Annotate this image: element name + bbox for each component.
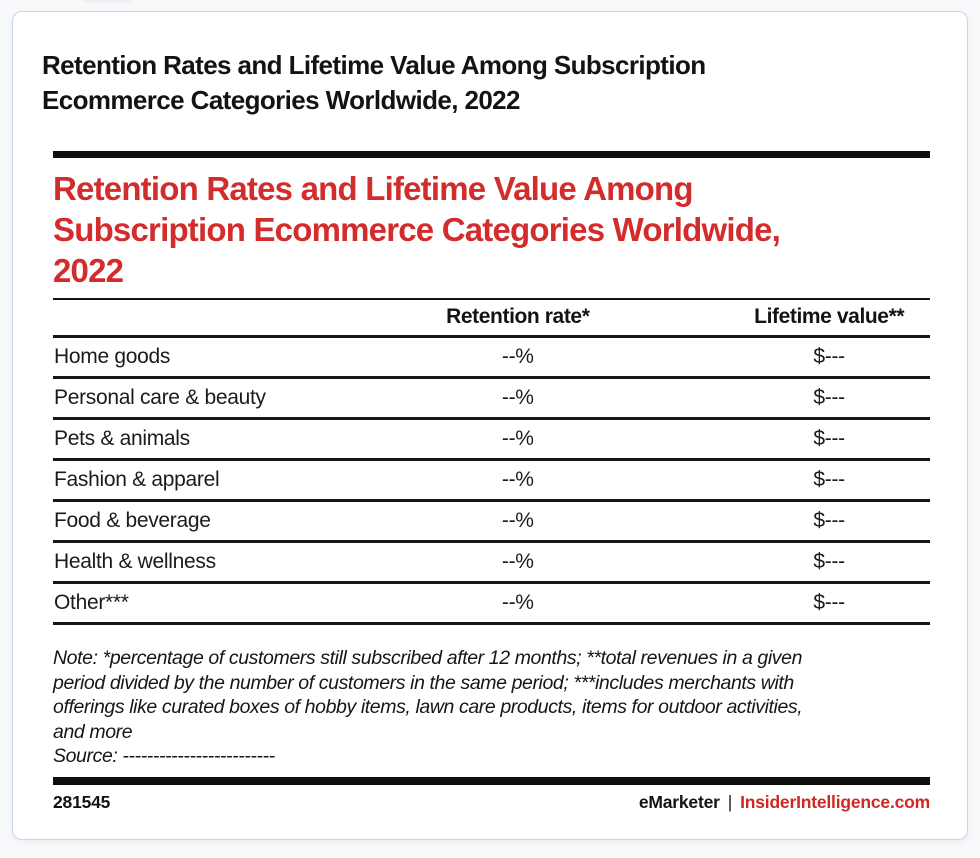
insider-intelligence-link[interactable]: InsiderIntelligence.com [740,792,930,812]
data-table: Retention rate* Lifetime value** Home go… [53,298,930,625]
category-cell: Home goods [53,336,308,379]
table-row: Other*** --% $--- [53,582,930,625]
retention-cell: --% [307,500,729,543]
lifetime-cell: $--- [728,377,930,420]
page-title-line-2: Ecommerce Categories Worldwide, 2022 [42,85,521,115]
lifetime-cell: $--- [728,459,930,502]
category-cell: Fashion & apparel [53,459,308,502]
table-row: Personal care & beauty --% $--- [53,377,930,420]
chart-title-line-3: 2022 [53,252,124,289]
footnote: Note: *percentage of customers still sub… [53,646,933,769]
chart-id: 281545 [53,792,111,812]
chart-card: Retention Rates and Lifetime Value Among… [12,11,968,840]
footnote-line-4: and more [53,720,133,743]
category-cell: Food & beverage [53,500,308,543]
chart-footer: 281545 eMarketer | InsiderIntelligence.c… [53,792,930,813]
table-header-row: Retention rate* Lifetime value** [53,299,930,338]
brand-divider: | [727,792,733,812]
category-cell: Other*** [53,582,308,625]
lifetime-cell: $--- [728,418,930,461]
retention-cell: --% [307,459,729,502]
cutoff-top-artifact [83,0,131,3]
footnote-line-3: offerings like curated boxes of hobby it… [53,696,803,718]
table-row: Health & wellness --% $--- [53,541,930,584]
bottom-divider-bar [53,777,930,785]
footnote-line-1: Note: *percentage of customers still sub… [53,647,803,669]
header-lifetime: Lifetime value** [728,299,930,338]
header-retention: Retention rate* [307,299,729,338]
footnote-line-2: period divided by the number of customer… [53,671,794,694]
table-row: Food & beverage --% $--- [53,500,930,543]
table-row: Pets & animals --% $--- [53,418,930,461]
top-divider-bar [53,151,930,158]
category-cell: Pets & animals [53,418,308,461]
brand-emarketer: eMarketer [638,792,720,812]
table-row: Home goods --% $--- [53,336,930,379]
header-category [53,299,308,338]
chart-title-line-2: Subscription Ecommerce Categories Worldw… [53,211,781,248]
page-title: Retention Rates and Lifetime Value Among… [42,48,922,118]
chart-title-line-1: Retention Rates and Lifetime Value Among [53,170,694,207]
lifetime-cell: $--- [728,541,930,584]
chart-title: Retention Rates and Lifetime Value Among… [53,168,933,291]
page-title-line-1: Retention Rates and Lifetime Value Among… [42,50,706,80]
retention-cell: --% [307,582,729,625]
lifetime-cell: $--- [728,500,930,543]
retention-cell: --% [307,336,729,379]
category-cell: Personal care & beauty [53,377,308,420]
table-row: Fashion & apparel --% $--- [53,459,930,502]
category-cell: Health & wellness [53,541,308,584]
source-line: Source: ------------------------- [53,745,275,767]
retention-cell: --% [307,418,729,461]
branding: eMarketer | InsiderIntelligence.com [639,792,930,813]
retention-cell: --% [307,377,729,420]
lifetime-cell: $--- [728,582,930,625]
retention-cell: --% [307,541,729,584]
lifetime-cell: $--- [728,336,930,379]
